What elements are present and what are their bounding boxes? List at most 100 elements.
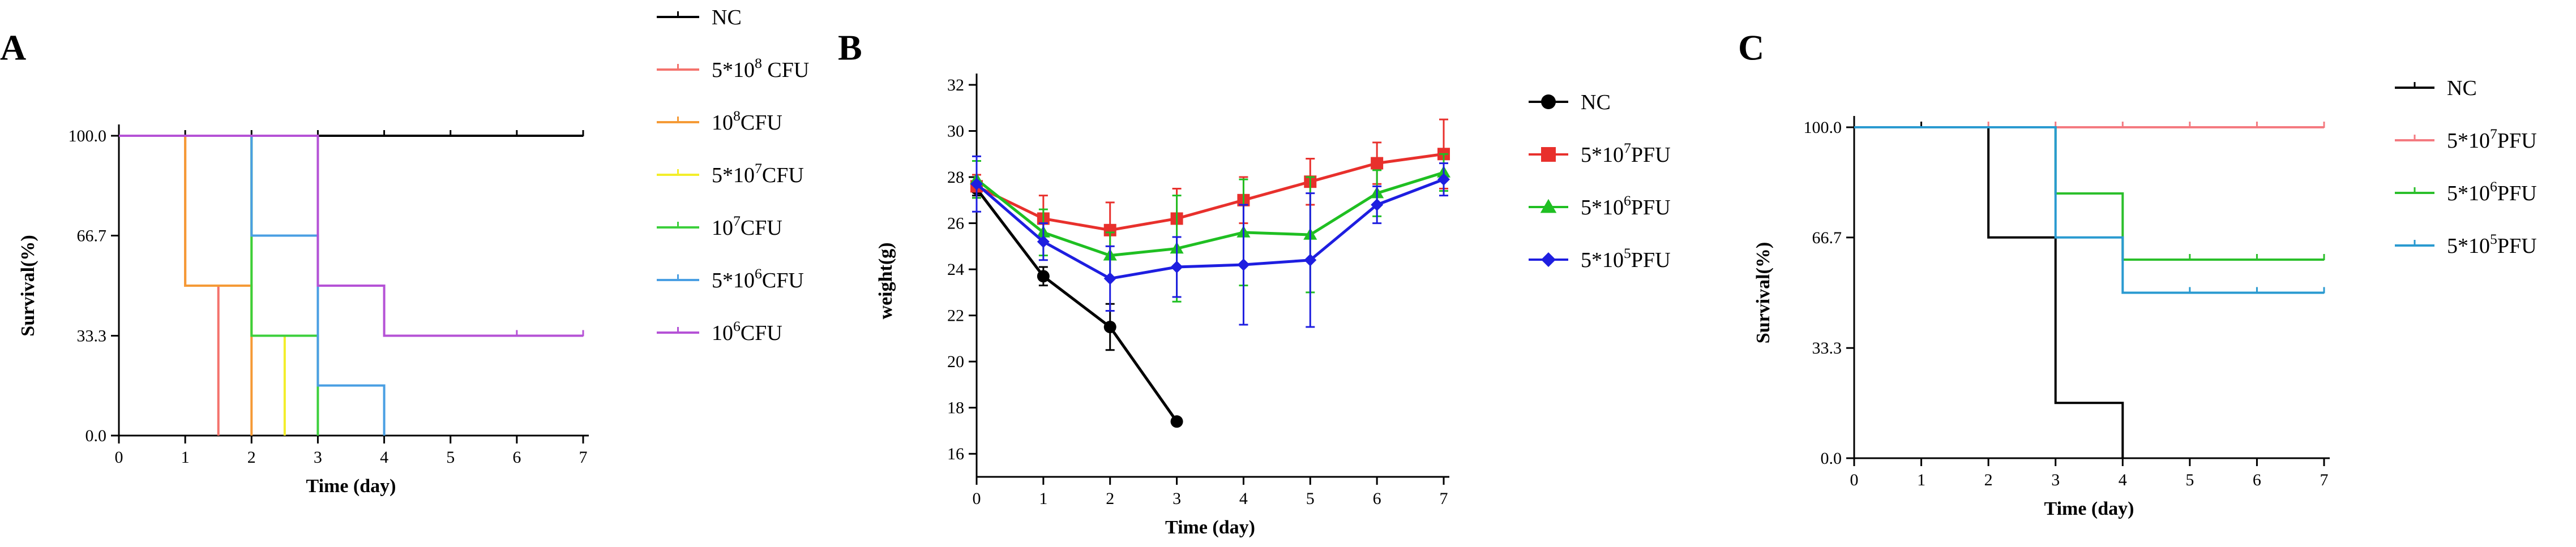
legend-label-main: 5*10	[2447, 129, 2490, 153]
legend-label-sup: 8	[733, 107, 741, 124]
legend-label-sup: 8	[755, 55, 762, 71]
axes: 0 1 2 3 4 5 6 7 0.0 33.3 66.7 100.0 Time (day) Surviv…	[18, 124, 589, 497]
marker-circle	[1037, 270, 1050, 283]
legend-label-main: 5*10	[2447, 234, 2490, 258]
legend-label-post: PFU	[2497, 129, 2537, 153]
legend-label-main: NC	[2447, 76, 2477, 100]
legend-label: 5*105PFU	[1581, 245, 1671, 272]
series-5-10-5pfu	[970, 155, 1450, 328]
y-tick-label: 30	[947, 122, 964, 141]
marker-circle	[1170, 415, 1183, 428]
legend-label: NC	[1581, 91, 1611, 114]
legend-label-sup: 5	[2490, 231, 2497, 247]
y-axis-label: weight(g)	[875, 243, 896, 320]
legend-item: NC	[657, 6, 742, 29]
y-tick-label: 33.3	[77, 327, 107, 346]
plot-area	[119, 130, 584, 436]
plot-area	[1854, 122, 2325, 458]
marker-diamond	[1170, 261, 1183, 274]
chart-panel-c: C 0 1 2 3 4 5 6 7 0.0 33.3 66.7 100.0 Time (day) Survi…	[1738, 28, 2537, 519]
y-tick-label: 0.0	[85, 427, 107, 445]
marker-circle	[1103, 321, 1116, 334]
legend-item: 5*106CFU	[657, 265, 804, 292]
x-tick-label: 5	[2185, 471, 2194, 489]
marker-diamond	[970, 178, 983, 191]
marker-diamond	[1304, 253, 1317, 266]
marker-diamond	[1237, 258, 1250, 271]
legend-item: 5*105PFU	[2395, 231, 2537, 258]
legend-label: 107CFU	[712, 213, 782, 240]
axes: 0 1 2 3 4 5 6 7 0.0 33.3 66.7 100.0 Time (day) Surviv…	[1753, 116, 2330, 519]
legend-label-post: PFU	[2497, 234, 2537, 258]
legend-label-post: PFU	[1631, 248, 1671, 272]
legend-item: NC	[2395, 76, 2477, 100]
legend-label: 5*107PFU	[1581, 140, 1671, 167]
series-5-10-5pfu	[1854, 126, 2325, 294]
x-tick-label: 3	[1173, 489, 1181, 508]
legend-label-sup: 7	[755, 160, 762, 176]
panel-letter: B	[838, 28, 862, 68]
legend-item: 5*105PFU	[1529, 245, 1671, 272]
x-tick-label: 3	[2051, 471, 2060, 489]
x-tick-label: 2	[247, 448, 256, 467]
x-tick-label: 0	[115, 448, 123, 467]
series-nc	[1854, 122, 2124, 458]
legend-label: 5*106PFU	[2447, 178, 2537, 205]
x-tick-label: 6	[1373, 489, 1381, 508]
y-tick-label: 28	[947, 168, 964, 187]
legend-label-main: 10	[712, 111, 733, 135]
legend-label-main: 10	[712, 216, 733, 240]
legend-item: 106CFU	[657, 318, 782, 345]
x-axis-label: Time (day)	[2044, 498, 2134, 519]
x-tick-label: 1	[181, 448, 190, 467]
marker-diamond	[1037, 235, 1050, 248]
x-tick-label: 4	[1239, 489, 1248, 508]
chart-panel-a: A 0 1 2 3 4 5 6 7 0.0 33.3 66.7 100.0 Time (day) Survi…	[0, 6, 809, 497]
x-tick-label: 6	[2253, 471, 2261, 489]
legend-label-main: 5*10	[2447, 182, 2490, 205]
y-axis-label: Survival(%)	[1753, 242, 1774, 343]
legend-label-sup: 7	[1624, 140, 1631, 156]
series-10-8cfu	[119, 135, 253, 436]
legend-label-main: 10	[712, 321, 733, 345]
x-tick-label: 3	[314, 448, 322, 467]
legend-label: 5*108 CFU	[712, 55, 809, 82]
legend-label-main: 5*10	[1581, 248, 1624, 272]
y-tick-label: 26	[947, 214, 964, 233]
legend-item: 5*106PFU	[1529, 192, 1671, 219]
panel-letter: A	[0, 28, 26, 68]
series-line	[975, 171, 1444, 257]
marker-diamond	[1541, 252, 1556, 267]
series-nc	[970, 180, 1183, 428]
x-tick-label: 5	[1306, 489, 1315, 508]
x-tick-label: 0	[1850, 471, 1859, 489]
legend-label: NC	[2447, 76, 2477, 100]
legend-label-post: CFU	[741, 111, 782, 135]
series-10-6cfu	[119, 135, 584, 337]
y-tick-label: 0.0	[1821, 449, 1842, 468]
legend-label-post: PFU	[2497, 182, 2537, 205]
marker-circle	[1541, 94, 1556, 109]
legend-label-sup: 6	[1624, 192, 1631, 209]
chart-panel-b: B 0 1 2 3 4 5 6 7 16 18 20 22 24 26 28 30 32 Time (day) wei…	[838, 28, 1671, 538]
legend-item: 5*107PFU	[1529, 140, 1671, 167]
series-line	[975, 187, 1178, 423]
y-tick-label: 22	[947, 307, 964, 325]
legend-label: 106CFU	[712, 318, 782, 345]
y-tick-label: 20	[947, 352, 964, 371]
marker-diamond	[1103, 272, 1116, 285]
legend-label-main: 5*10	[712, 269, 755, 292]
y-tick-label: 24	[947, 260, 964, 279]
x-tick-label: 7	[2320, 471, 2329, 489]
legend-label: 108CFU	[712, 107, 782, 135]
survival-step-line	[1854, 126, 2324, 261]
legend-label-sup: 6	[2490, 178, 2497, 195]
survival-step-line	[1854, 126, 2124, 458]
y-tick-label: 66.7	[77, 226, 107, 245]
marker-diamond	[1371, 198, 1384, 211]
x-tick-label: 7	[1440, 489, 1448, 508]
y-tick-label: 66.7	[1812, 229, 1842, 247]
x-tick-label: 4	[380, 448, 388, 467]
